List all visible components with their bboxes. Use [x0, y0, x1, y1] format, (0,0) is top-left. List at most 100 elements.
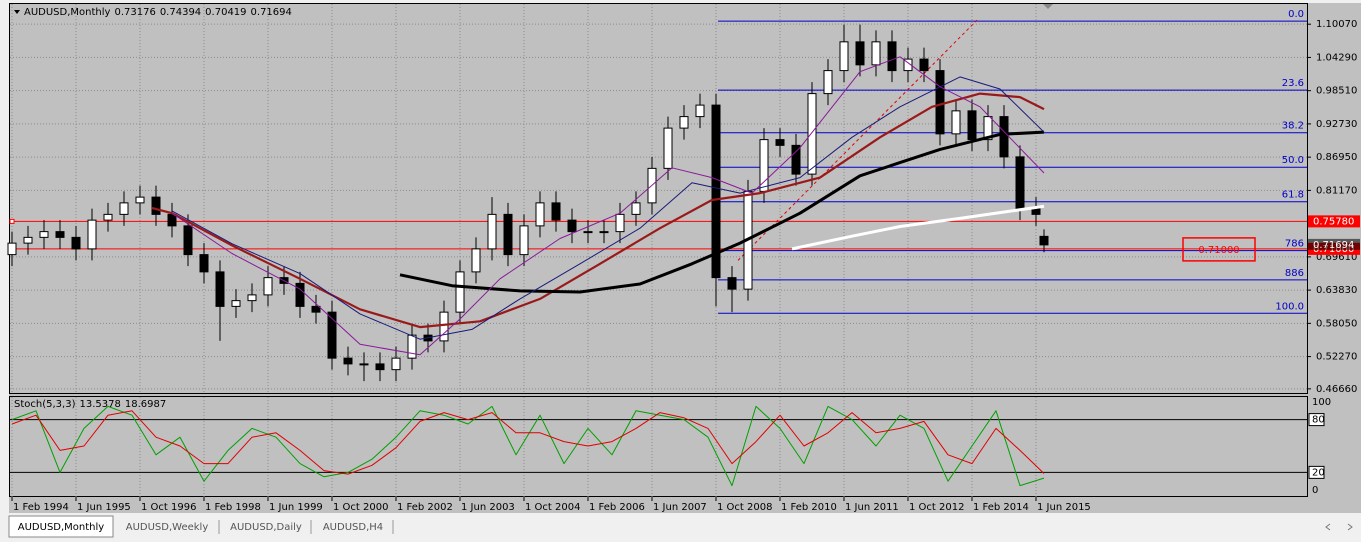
candle-body — [87, 219, 97, 250]
fib-label: 50.0 — [1282, 155, 1304, 166]
candle-body — [599, 231, 609, 234]
price-alert-box — [1182, 237, 1256, 262]
candle-body — [951, 110, 961, 135]
y-tick-label: 0.92730 — [1316, 119, 1357, 130]
y-tick-label: 0.63830 — [1316, 285, 1357, 296]
candle-body — [455, 271, 465, 313]
x-tick-label: 1 Feb 2002 — [397, 502, 453, 513]
x-tick-label: 1 Oct 1996 — [141, 502, 196, 513]
candle-body — [247, 294, 257, 302]
y-tick-label: 0.58050 — [1316, 318, 1357, 329]
candle-body — [471, 248, 481, 273]
candle-body — [343, 357, 353, 365]
stoch-tick-label: 80 — [1312, 415, 1325, 426]
tab-label: AUDUSD,Weekly — [126, 522, 209, 533]
header-field: 0.70419 — [205, 7, 246, 18]
moving-average — [171, 76, 1045, 340]
candle-body — [215, 271, 225, 307]
candle-body — [439, 311, 449, 342]
candle-body — [855, 41, 865, 66]
candle-body — [311, 305, 321, 313]
y-tick-label: 1.04290 — [1316, 52, 1357, 63]
tab[interactable]: AUDUSD,Monthly — [8, 515, 114, 538]
trendline — [737, 19, 978, 261]
stoch-tick-label: 0 — [1312, 485, 1318, 496]
stoch-main — [11, 405, 1045, 487]
candle-body — [903, 58, 913, 72]
stoch-signal — [11, 410, 1045, 475]
stoch-panel-border — [9, 396, 1308, 497]
tab[interactable]: AUDUSD,H4 — [313, 518, 394, 536]
x-tick-label: 1 Oct 2000 — [333, 502, 388, 513]
fib-label: 100.0 — [1275, 301, 1304, 312]
candle-body — [151, 196, 161, 215]
price-label: 0.75780 — [1313, 216, 1354, 227]
candle-body — [535, 202, 545, 227]
y-tick-label: 0.69610 — [1316, 252, 1357, 263]
candle-body — [1039, 235, 1049, 246]
stoch-header-field: Stoch(5,3,3) — [14, 399, 76, 410]
tab-label: AUDUSD,Daily — [230, 522, 302, 533]
tab-bg — [115, 518, 219, 536]
moving-average — [791, 204, 1045, 251]
x-tick-label: 1 Jun 2007 — [653, 502, 707, 513]
x-tick-label: 1 Jun 2015 — [1037, 502, 1091, 513]
candle-body — [791, 144, 801, 175]
y-tick-label: 1.10070 — [1316, 19, 1357, 30]
current-price-label: 0.71694 — [1313, 240, 1354, 251]
fib-label: 38.2 — [1282, 121, 1304, 132]
candle-body — [295, 282, 305, 307]
candle-body — [663, 127, 673, 169]
menu-triangle[interactable] — [14, 10, 20, 14]
x-tick-label: 1 Feb 1994 — [13, 502, 69, 513]
candle-body — [7, 242, 17, 256]
candle-body — [103, 213, 113, 221]
header-field: 0.71694 — [251, 7, 292, 18]
x-tick-label: 1 Jun 2003 — [461, 502, 515, 513]
candle-body — [407, 334, 417, 359]
candle-body — [695, 104, 705, 118]
h-line-anchor — [9, 218, 15, 224]
moving-average — [151, 92, 1045, 329]
price-alert-label: 0.71000 — [1198, 245, 1239, 256]
x-tick-label: 1 Oct 2008 — [717, 502, 772, 513]
candle-body — [631, 202, 641, 215]
candle-body — [679, 116, 689, 129]
fib-label: 786 — [1285, 239, 1304, 250]
stoch-header: Stoch(5,3,3) 13.5378 18.6987 — [14, 399, 166, 410]
stoch-tick-box — [1308, 465, 1325, 479]
candle-body — [327, 311, 337, 359]
candle-body — [71, 236, 81, 250]
candle-body — [839, 41, 849, 72]
y-tick-label: 0.52270 — [1316, 352, 1357, 363]
stoch-tick-label: 20 — [1312, 467, 1325, 478]
fib-label: 886 — [1285, 268, 1304, 279]
candle-body — [727, 277, 737, 290]
x-tick-label: 1 Feb 2014 — [973, 502, 1029, 513]
header-field: 0.74394 — [160, 7, 201, 18]
chart-bg — [9, 3, 1361, 513]
candle-body — [615, 213, 625, 233]
x-tick-label: 1 Feb 2010 — [781, 502, 837, 513]
stoch-tick-label: 100 — [1312, 397, 1331, 408]
header-field: 0.73176 — [114, 7, 155, 18]
candle-body — [775, 139, 785, 146]
price-label-box — [1308, 215, 1360, 228]
tab[interactable]: AUDUSD,Daily — [221, 518, 312, 536]
y-tick-label: 0.86950 — [1316, 152, 1357, 163]
fib-label: 61.8 — [1282, 190, 1304, 201]
x-tick-label: 1 Jun 1999 — [269, 502, 323, 513]
chart-layer: 1 Feb 1994 1 Jun 1995 1 Oct 1996 1 Feb 1998… — [7, 4, 1360, 538]
y-tick-label: 0.46660 — [1316, 384, 1357, 395]
y-tick-label: 0.98510 — [1316, 86, 1357, 97]
candle-body — [23, 236, 33, 244]
candle-body — [39, 231, 49, 238]
tab-bg — [313, 518, 393, 536]
shift-marker[interactable] — [1043, 4, 1053, 9]
y-tick-label: 0.81170 — [1316, 185, 1357, 196]
fib-label: 0.0 — [1288, 9, 1304, 20]
candle-body — [759, 139, 769, 192]
tab[interactable]: AUDUSD,Weekly — [115, 518, 220, 536]
candle-body — [583, 231, 593, 234]
header-field: AUDUSD,Monthly — [24, 7, 111, 18]
